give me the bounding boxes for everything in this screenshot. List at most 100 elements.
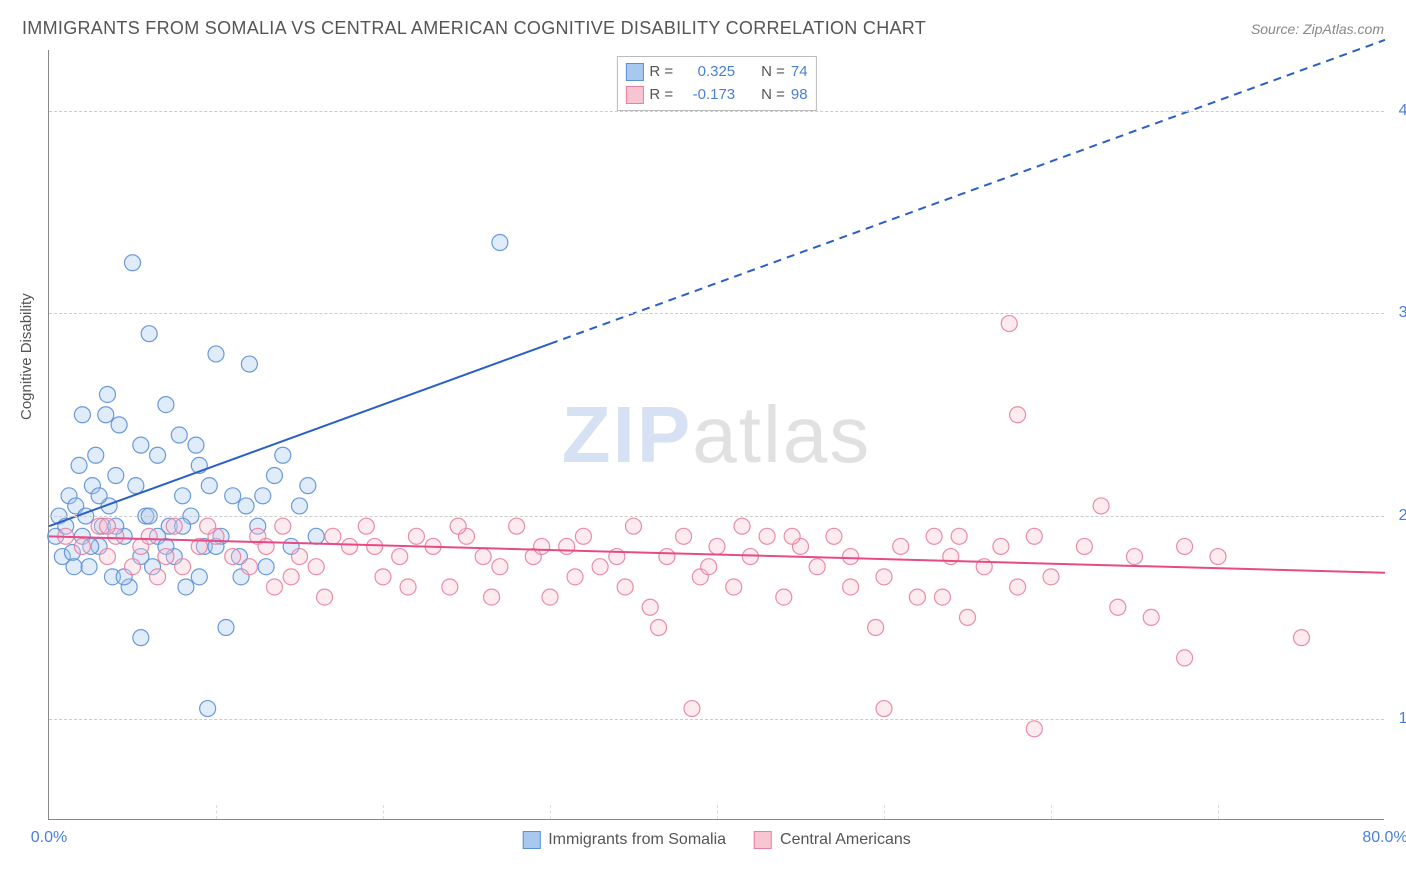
scatter-point-central — [325, 528, 341, 544]
n-label: N = — [761, 84, 785, 107]
scatter-point-somalia — [258, 559, 274, 575]
scatter-point-somalia — [91, 488, 107, 504]
y-tick-label: 20.0% — [1388, 507, 1406, 525]
scatter-point-central — [726, 579, 742, 595]
gridline-h — [49, 719, 1384, 720]
scatter-point-somalia — [108, 468, 124, 484]
scatter-point-somalia — [178, 579, 194, 595]
gridline-h — [49, 111, 1384, 112]
scatter-point-somalia — [255, 488, 271, 504]
scatter-point-central — [784, 528, 800, 544]
scatter-point-central — [759, 528, 775, 544]
scatter-point-central — [1093, 498, 1109, 514]
scatter-point-central — [283, 569, 299, 585]
scatter-point-central — [375, 569, 391, 585]
scatter-point-central — [617, 579, 633, 595]
scatter-point-central — [308, 559, 324, 575]
scatter-point-central — [317, 589, 333, 605]
scatter-point-central — [893, 538, 909, 554]
scatter-point-somalia — [200, 701, 216, 717]
scatter-point-central — [843, 549, 859, 565]
scatter-point-central — [99, 518, 115, 534]
x-tick-minor — [884, 805, 885, 819]
scatter-point-central — [266, 579, 282, 595]
scatter-point-central — [125, 559, 141, 575]
x-tick-minor — [1051, 805, 1052, 819]
scatter-point-somalia — [188, 437, 204, 453]
scatter-point-central — [651, 620, 667, 636]
scatter-point-somalia — [141, 326, 157, 342]
scatter-point-central — [542, 589, 558, 605]
scatter-point-somalia — [266, 468, 282, 484]
scatter-point-central — [776, 589, 792, 605]
scatter-point-somalia — [133, 437, 149, 453]
corr-legend-row-central: R = -0.173 N = 98 — [625, 84, 807, 107]
scatter-point-somalia — [71, 457, 87, 473]
correlation-legend: R =0.325N =74R = -0.173 N = 98 — [616, 56, 816, 111]
scatter-point-central — [450, 518, 466, 534]
scatter-point-central — [275, 518, 291, 534]
scatter-point-somalia — [492, 235, 508, 251]
corr-legend-row-somalia: R =0.325N =74 — [625, 61, 807, 84]
scatter-point-central — [1001, 316, 1017, 332]
scatter-point-central — [225, 549, 241, 565]
x-tick-minor — [1218, 805, 1219, 819]
scatter-point-central — [175, 559, 191, 575]
scatter-point-central — [951, 528, 967, 544]
n-value: 74 — [791, 61, 808, 84]
scatter-point-somalia — [225, 488, 241, 504]
y-tick-label: 10.0% — [1388, 710, 1406, 728]
x-tick-minor — [383, 805, 384, 819]
scatter-point-central — [442, 579, 458, 595]
scatter-point-central — [1143, 609, 1159, 625]
scatter-point-central — [534, 538, 550, 554]
scatter-point-somalia — [88, 447, 104, 463]
scatter-point-central — [734, 518, 750, 534]
series-legend: Immigrants from SomaliaCentral Americans — [522, 831, 911, 849]
scatter-point-central — [709, 538, 725, 554]
scatter-point-central — [826, 528, 842, 544]
scatter-point-central — [400, 579, 416, 595]
scatter-point-somalia — [98, 407, 114, 423]
gridline-h — [49, 313, 1384, 314]
series-legend-item-somalia: Immigrants from Somalia — [522, 831, 726, 849]
scatter-point-central — [809, 559, 825, 575]
scatter-point-central — [1294, 630, 1310, 646]
scatter-point-somalia — [111, 417, 127, 433]
scatter-point-central — [484, 589, 500, 605]
scatter-point-central — [876, 701, 892, 717]
scatter-point-central — [367, 538, 383, 554]
scatter-point-somalia — [128, 478, 144, 494]
scatter-point-central — [1010, 579, 1026, 595]
r-value: 0.325 — [679, 61, 735, 84]
r-value: -0.173 — [679, 84, 735, 107]
scatter-point-somalia — [275, 447, 291, 463]
scatter-point-central — [1076, 538, 1092, 554]
scatter-point-central — [626, 518, 642, 534]
scatter-point-somalia — [201, 478, 217, 494]
scatter-point-central — [74, 538, 90, 554]
scatter-point-somalia — [208, 346, 224, 362]
scatter-point-somalia — [241, 356, 257, 372]
scatter-point-central — [642, 599, 658, 615]
scatter-point-central — [934, 589, 950, 605]
r-label: R = — [649, 84, 673, 107]
scatter-point-central — [141, 528, 157, 544]
scatter-point-central — [876, 569, 892, 585]
swatch-somalia-bottom — [522, 831, 540, 849]
scatter-point-somalia — [218, 620, 234, 636]
scatter-point-somalia — [171, 427, 187, 443]
scatter-point-central — [158, 549, 174, 565]
scatter-point-central — [993, 538, 1009, 554]
scatter-point-somalia — [125, 255, 141, 271]
chart-plot-area: ZIPatlas R =0.325N =74R =-0.173N =98 Imm… — [48, 50, 1384, 820]
scatter-point-central — [659, 549, 675, 565]
scatter-point-central — [1026, 721, 1042, 737]
scatter-point-central — [943, 549, 959, 565]
n-value: 98 — [791, 84, 808, 107]
scatter-point-somalia — [308, 528, 324, 544]
scatter-point-central — [509, 518, 525, 534]
scatter-point-central — [684, 701, 700, 717]
scatter-point-central — [200, 518, 216, 534]
y-tick-label: 30.0% — [1388, 304, 1406, 322]
